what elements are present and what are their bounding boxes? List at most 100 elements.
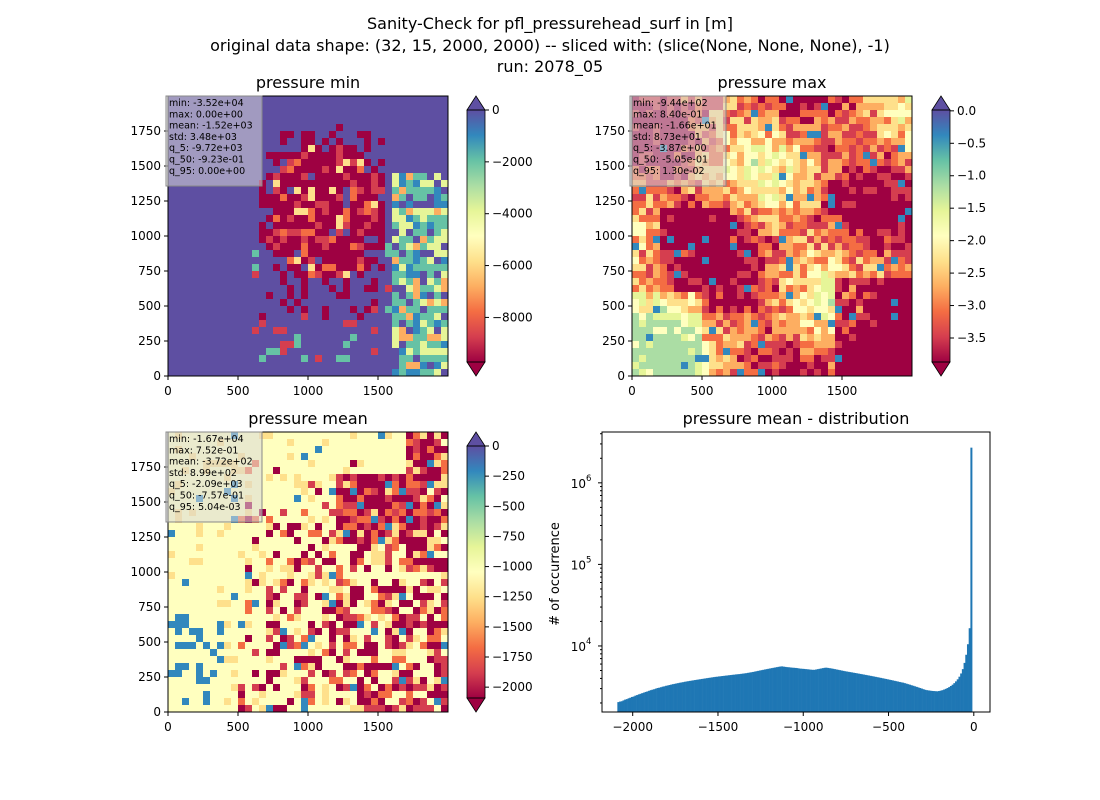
heatmap-cell <box>203 600 210 607</box>
heatmap-cell <box>322 173 329 180</box>
heatmap-cell <box>434 600 441 607</box>
heatmap-cell <box>434 579 441 586</box>
heatmap-cell <box>280 306 287 313</box>
heatmap-cell <box>196 320 203 327</box>
heatmap-cell <box>646 250 653 257</box>
heatmap-cell <box>406 306 413 313</box>
heatmap-cell <box>406 250 413 257</box>
heatmap-cell <box>294 537 301 544</box>
heatmap-cell <box>898 327 905 334</box>
heatmap-cell <box>266 124 273 131</box>
heatmap-cell <box>884 257 891 264</box>
heatmap-cell <box>245 264 252 271</box>
heatmap-cell <box>772 103 779 110</box>
heatmap-cell <box>294 208 301 215</box>
heatmap-cell <box>273 572 280 579</box>
heatmap-cell <box>210 705 217 712</box>
stats-line: q_5: -9.72e+03 <box>169 143 243 154</box>
heatmap-cell <box>259 285 266 292</box>
heatmap-cell <box>905 362 912 369</box>
heatmap-cell <box>751 271 758 278</box>
heatmap-cell <box>175 215 182 222</box>
heatmap-cell <box>399 229 406 236</box>
heatmap-cell <box>266 334 273 341</box>
heatmap-cell <box>287 432 294 439</box>
heatmap-cell <box>343 537 350 544</box>
heatmap-cell <box>371 166 378 173</box>
stats-line: min: -1.67e+04 <box>169 434 244 445</box>
heatmap-cell <box>828 334 835 341</box>
heatmap-cell <box>182 229 189 236</box>
heatmap-cell <box>182 593 189 600</box>
heatmap-cell <box>758 299 765 306</box>
heatmap-cell <box>231 292 238 299</box>
heatmap-cell <box>245 320 252 327</box>
heatmap-cell <box>336 432 343 439</box>
heatmap-cell <box>905 159 912 166</box>
heatmap-cell <box>196 698 203 705</box>
heatmap-cell <box>224 677 231 684</box>
heatmap-cell <box>336 278 343 285</box>
heatmap-cell <box>378 453 385 460</box>
heatmap-cell <box>420 705 427 712</box>
heatmap-cell <box>371 306 378 313</box>
heatmap-cell <box>653 264 660 271</box>
heatmap-cell <box>231 264 238 271</box>
heatmap-cell <box>175 285 182 292</box>
heatmap-cell <box>828 103 835 110</box>
heatmap-cell <box>357 705 364 712</box>
heatmap-cell <box>301 173 308 180</box>
heatmap-cell <box>660 313 667 320</box>
heatmap-cell <box>730 103 737 110</box>
heatmap-cell <box>891 243 898 250</box>
heatmap-cell <box>175 313 182 320</box>
heatmap-cell <box>420 278 427 285</box>
heatmap-cell <box>357 551 364 558</box>
heatmap-cell <box>294 586 301 593</box>
heatmap-cell <box>399 369 406 376</box>
heatmap-cell <box>364 663 371 670</box>
heatmap-cell <box>814 236 821 243</box>
heatmap-cell <box>905 208 912 215</box>
heatmap-cell <box>322 509 329 516</box>
heatmap-cell <box>357 628 364 635</box>
heatmap-cell <box>287 537 294 544</box>
heatmap-cell <box>856 334 863 341</box>
heatmap-cell <box>343 446 350 453</box>
heatmap-cell <box>350 460 357 467</box>
heatmap-cell <box>168 635 175 642</box>
heatmap-cell <box>646 355 653 362</box>
heatmap-cell <box>632 229 639 236</box>
heatmap-cell <box>203 684 210 691</box>
heatmap-cell <box>385 236 392 243</box>
heatmap-cell <box>231 341 238 348</box>
heatmap-cell <box>427 250 434 257</box>
heatmap-cell <box>646 306 653 313</box>
heatmap-cell <box>793 166 800 173</box>
heatmap-cell <box>709 348 716 355</box>
heatmap-cell <box>196 341 203 348</box>
heatmap-cell <box>765 145 772 152</box>
heatmap-cell <box>744 222 751 229</box>
heatmap-cell <box>329 229 336 236</box>
heatmap-cell <box>399 705 406 712</box>
heatmap-cell <box>294 663 301 670</box>
heatmap-cell <box>660 278 667 285</box>
heatmap-cell <box>413 208 420 215</box>
heatmap-cell <box>210 684 217 691</box>
heatmap-cell <box>392 558 399 565</box>
heatmap-cell <box>189 278 196 285</box>
heatmap-cell <box>245 208 252 215</box>
heatmap-cell <box>315 649 322 656</box>
heatmap-cell <box>259 229 266 236</box>
heatmap-cell <box>427 628 434 635</box>
heatmap-cell <box>737 264 744 271</box>
heatmap-cell <box>189 208 196 215</box>
heatmap-cell <box>385 607 392 614</box>
heatmap-cell <box>266 341 273 348</box>
heatmap-cell <box>301 271 308 278</box>
heatmap-cell <box>392 544 399 551</box>
heatmap-cell <box>273 621 280 628</box>
heatmap-cell <box>730 222 737 229</box>
heatmap-cell <box>287 236 294 243</box>
